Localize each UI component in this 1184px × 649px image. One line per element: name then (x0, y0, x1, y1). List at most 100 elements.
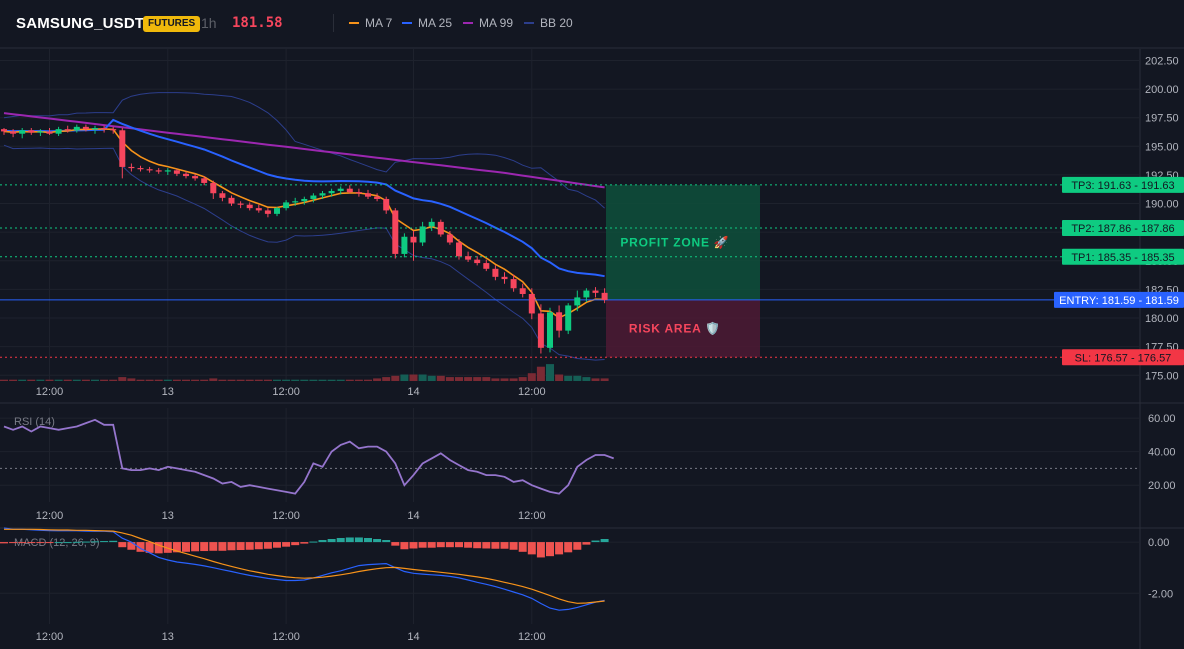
volume-bar (172, 379, 181, 381)
volume-bar (482, 377, 491, 381)
candle-body (428, 221, 435, 227)
macd-histogram-bar (573, 542, 582, 550)
candle-body (46, 131, 53, 134)
candle-body (492, 268, 499, 277)
macd-histogram-bar (309, 541, 318, 543)
macd-histogram-bar (591, 540, 600, 543)
volume-bar (136, 379, 145, 381)
macd-tick-label: 0.00 (1148, 537, 1169, 549)
macd-histogram-bar (91, 541, 99, 543)
candle-body (37, 131, 44, 133)
legend-ma7[interactable]: MA 7 (349, 16, 392, 30)
ma25-swatch-icon (402, 22, 412, 24)
legend-label: MA 7 (365, 16, 393, 30)
legend-ma25[interactable]: MA 25 (402, 16, 452, 30)
interval-label[interactable]: 1h (201, 15, 217, 31)
volume-bar (427, 375, 436, 381)
volume-bar (546, 364, 554, 381)
rsi-tick-label: 40.00 (1148, 447, 1176, 459)
macd-histogram-bar (182, 542, 190, 552)
sl-level-badge (1062, 349, 1184, 366)
volume-bar (445, 377, 454, 381)
macd-histogram-bar (427, 542, 436, 548)
volume-bar (527, 373, 536, 381)
candle-body (301, 198, 308, 202)
volume-bar (154, 379, 163, 381)
candle-body (255, 208, 262, 211)
macd-histogram-bar (518, 542, 527, 552)
volume-bar (63, 379, 72, 381)
volume-bar (100, 379, 109, 381)
candle-body (164, 170, 171, 172)
time-tick-label: 12:00 (272, 510, 300, 522)
macd-histogram-bar (245, 542, 254, 550)
macd-histogram-bar (9, 542, 18, 544)
macd-histogram-bar (455, 542, 463, 548)
macd-histogram-bar (100, 541, 109, 543)
volume-bar (0, 379, 8, 381)
volume-bar (81, 379, 90, 381)
volume-bar (582, 377, 591, 381)
ma99-line (3, 112, 605, 189)
price-tick-label: 190.00 (1145, 199, 1179, 211)
macd-histogram-bar (564, 542, 573, 553)
ma99-swatch-icon (463, 22, 473, 24)
macd-histogram-bar (600, 539, 609, 543)
macd-histogram-bar (163, 542, 172, 553)
volume-bar (200, 379, 209, 381)
candle-body (128, 166, 135, 169)
volume-bar (564, 375, 573, 381)
macd-histogram-bar (27, 542, 36, 544)
macd-histogram-bar (373, 539, 382, 543)
candle-body (374, 196, 381, 199)
tp2-level-badge (1062, 220, 1184, 237)
time-tick-label: 12:00 (518, 631, 546, 643)
macd-histogram-bar (436, 542, 445, 548)
candle-body (183, 173, 189, 177)
symbol-name[interactable]: SAMSUNG_USDT (16, 15, 145, 32)
volume-bar (364, 379, 372, 381)
volume-bar (555, 374, 564, 381)
candle-body (92, 127, 98, 130)
volume-bar (373, 378, 382, 381)
candle-body (483, 263, 490, 269)
candle-body (583, 290, 590, 298)
rsi-line (3, 418, 615, 495)
macd-histogram-bar (63, 542, 72, 544)
macd-histogram-bar (536, 542, 545, 558)
candle-body (237, 203, 244, 205)
volume-bar (245, 379, 254, 381)
volume-bar (72, 379, 81, 381)
candle-body (319, 193, 326, 196)
candle-body (55, 129, 62, 134)
rsi-tick-label: 60.00 (1148, 413, 1176, 425)
macd-histogram-bar (482, 542, 491, 549)
candle-body (437, 221, 444, 235)
rsi-tick-label: 20.00 (1148, 480, 1176, 492)
bollinger-lower-line (3, 144, 605, 361)
volume-bar (209, 378, 218, 381)
risk-zone-label: RISK AREA 🛡️ (629, 322, 721, 336)
sl-level-label: SL: 176.57 - 176.57 (1075, 352, 1172, 364)
macd-histogram-bar (0, 542, 8, 544)
volume-bar (591, 378, 600, 381)
candle-body (155, 170, 162, 172)
volume-bar (436, 375, 445, 381)
macd-histogram-bar (527, 542, 536, 555)
legend-bb20[interactable]: BB 20 (524, 16, 573, 30)
volume-bar (182, 379, 190, 381)
candle-body (210, 182, 217, 194)
volume-bar (345, 379, 354, 381)
time-tick-label: 13 (162, 386, 174, 398)
legend-ma99[interactable]: MA 99 (463, 16, 513, 30)
macd-histogram-bar (254, 542, 263, 550)
macd-histogram-bar (418, 542, 427, 548)
time-tick-label: 12:00 (518, 386, 546, 398)
profit-zone-label: PROFIT ZONE 🚀 (620, 235, 729, 249)
time-tick-label: 12:00 (36, 510, 64, 522)
ma7-swatch-icon (349, 22, 359, 24)
macd-histogram-bar (145, 542, 154, 553)
macd-histogram-bar (345, 537, 354, 543)
volume-bar (400, 374, 409, 381)
